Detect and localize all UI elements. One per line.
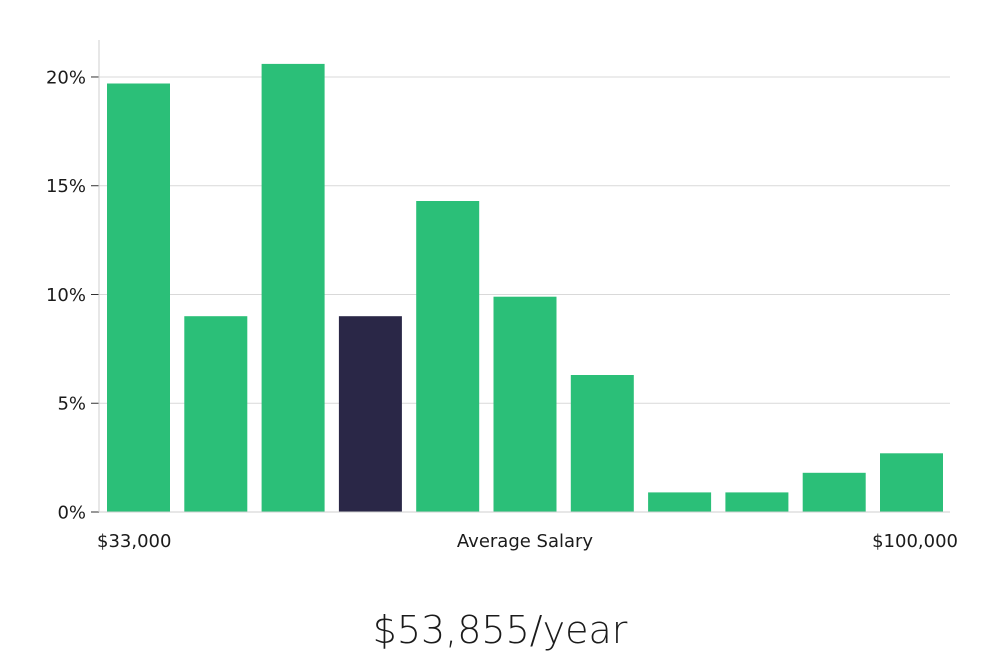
salary-histogram-chart: 0% 5% 10% 15% 20% $33,000 Average Salary $10… (46, 40, 958, 552)
axes (91, 40, 950, 513)
x-max-label: $100,000 (872, 531, 958, 552)
bar (416, 201, 480, 512)
average-salary-value: $53,855/year (372, 608, 628, 652)
y-tick-label: 20% (46, 67, 86, 88)
bar (493, 296, 557, 512)
y-tick-label: 0% (57, 503, 86, 524)
y-tick-labels: 0% 5% 10% 15% 20% (46, 67, 86, 523)
bar-highlighted (338, 316, 402, 512)
bars (107, 63, 943, 513)
bar (570, 375, 634, 512)
y-tick-label: 5% (57, 394, 86, 415)
bar (880, 453, 943, 512)
y-tick-label: 10% (46, 285, 86, 306)
bar (648, 492, 712, 512)
bar (261, 63, 325, 513)
x-min-label: $33,000 (97, 531, 171, 552)
y-tick-label: 15% (46, 176, 86, 197)
bar (184, 316, 248, 512)
bar (107, 83, 170, 512)
bar (725, 492, 789, 512)
x-axis-title: Average Salary (457, 531, 594, 552)
bar (802, 472, 866, 512)
